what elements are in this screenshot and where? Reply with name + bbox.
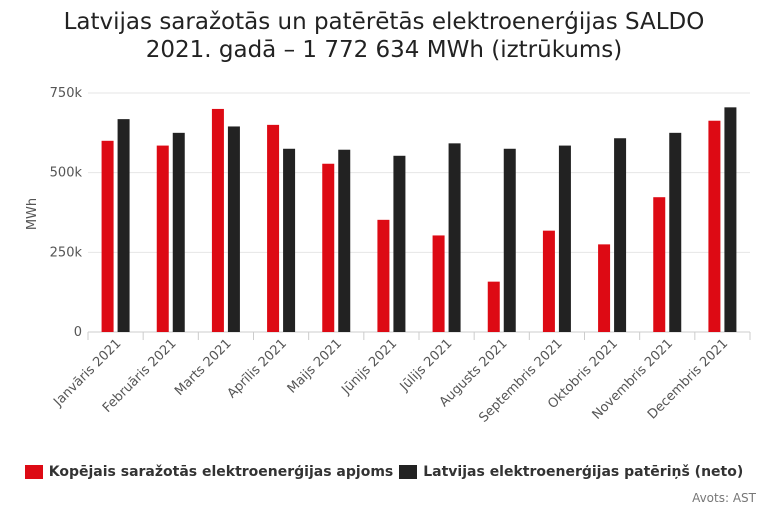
bar-production[interactable] xyxy=(432,235,445,332)
bar-consumption[interactable] xyxy=(614,138,627,332)
chart-title-line-2: 2021. gadā – 1 772 634 MWh (iztrūkums) xyxy=(145,37,623,63)
bar-consumption[interactable] xyxy=(283,148,296,332)
y-axis-title: MWh xyxy=(25,198,40,230)
y-tick-label: 500k xyxy=(50,166,83,181)
source-credit: Avots: AST xyxy=(692,491,756,505)
legend-label-production: Kopējais saražotās elektroenerģijas apjo… xyxy=(48,464,394,480)
bar-consumption[interactable] xyxy=(558,145,571,332)
y-tick-label: 0 xyxy=(74,325,82,340)
bar-production[interactable] xyxy=(211,108,224,332)
x-tick-label: Jūnijs 2021 xyxy=(338,336,400,398)
legend-swatch-consumption xyxy=(399,465,418,479)
bar-production[interactable] xyxy=(487,281,500,332)
bar-production[interactable] xyxy=(598,244,611,332)
chart-title: Latvijas saražotās un patērētās elektroe… xyxy=(0,8,768,64)
gridlines xyxy=(88,92,750,333)
y-tick-label: 750k xyxy=(50,86,83,101)
bar-production[interactable] xyxy=(653,197,666,332)
x-tick-label: Jūlijs 2021 xyxy=(397,336,456,395)
legend-item-production[interactable]: Kopējais saražotās elektroenerģijas apjo… xyxy=(24,464,394,480)
bar-production[interactable] xyxy=(101,140,114,332)
bar-production[interactable] xyxy=(377,219,390,332)
legend-swatch-production xyxy=(24,465,43,479)
legend: Kopējais saražotās elektroenerģijas apjo… xyxy=(0,464,768,480)
legend-label-consumption: Latvijas elektroenerģijas patēriņš (neto… xyxy=(423,464,744,480)
bar-consumption[interactable] xyxy=(724,107,737,332)
bar-consumption[interactable] xyxy=(669,132,682,332)
legend-item-consumption[interactable]: Latvijas elektroenerģijas patēriņš (neto… xyxy=(399,464,743,480)
bar-production[interactable] xyxy=(267,124,280,332)
bar-production[interactable] xyxy=(542,230,555,332)
y-axis-ticks: 0 250k 500k 750k xyxy=(50,86,83,340)
bar-consumption[interactable] xyxy=(448,143,461,332)
bar-consumption[interactable] xyxy=(503,148,516,332)
bar-consumption[interactable] xyxy=(227,126,240,333)
bar-production[interactable] xyxy=(156,145,169,332)
y-tick-label: 250k xyxy=(50,245,83,260)
x-tick-label: Maijs 2021 xyxy=(285,336,345,396)
bar-consumption[interactable] xyxy=(117,119,130,332)
bar-production[interactable] xyxy=(322,163,335,332)
bar-production[interactable] xyxy=(708,120,721,332)
bars xyxy=(101,107,737,333)
bar-consumption[interactable] xyxy=(393,155,406,332)
chart-title-line-1: Latvijas saražotās un patērētās elektroe… xyxy=(63,9,705,35)
bar-consumption[interactable] xyxy=(338,149,351,332)
x-tick-label: Aprīlis 2021 xyxy=(225,336,290,401)
bar-consumption[interactable] xyxy=(172,132,185,332)
